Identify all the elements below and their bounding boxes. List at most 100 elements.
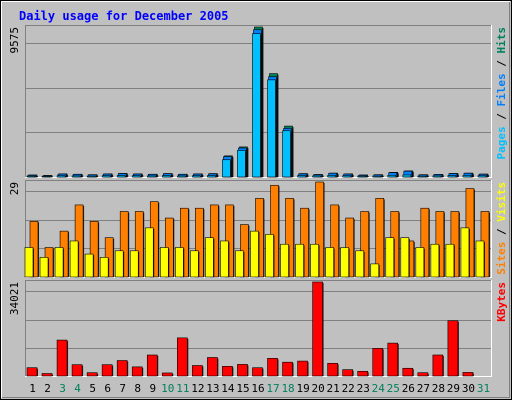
bar-hits-pages-day-27 [417, 175, 427, 178]
bar-visits-sites-day-10 [159, 247, 170, 278]
bar-visits-sites-day-22 [340, 247, 350, 278]
bar-hits-pages-day-19 [297, 175, 307, 178]
x-tick-label: 15 [236, 382, 249, 395]
x-tick-label: 25 [387, 382, 400, 395]
x-tick-label: 3 [59, 382, 66, 395]
bar-kbytes-kbytes-day-27 [417, 372, 429, 377]
bar-visits-sites-day-30 [460, 227, 470, 278]
x-tick-label: 7 [119, 382, 126, 395]
bar-visits-sites-day-15 [235, 250, 245, 278]
bar-kbytes-kbytes-day-14 [222, 366, 234, 377]
bar-kbytes-kbytes-day-9 [146, 354, 159, 377]
bar-visits-sites-day-29 [445, 243, 455, 278]
legend-kbytes: KBytes [495, 282, 508, 322]
bar-visits-sites-day-31 [475, 240, 485, 278]
bar-hits-pages-day-9 [146, 175, 157, 178]
bar-kbytes-kbytes-day-19 [297, 360, 309, 377]
panel-kbytes: 34021 KBytes [8, 280, 508, 377]
bar-kbytes-kbytes-day-21 [327, 362, 339, 377]
panel-visits: 29 Sites / Visits [8, 180, 508, 278]
x-tick-label: 22 [342, 382, 355, 395]
bar-kbytes-kbytes-day-7 [116, 360, 129, 377]
bar-hits-pages-day-15 [237, 150, 247, 178]
bar-visits-sites-day-24 [370, 263, 380, 278]
bar-hits-pages-day-11 [177, 175, 187, 178]
bar-hits-pages-day-26 [402, 174, 412, 178]
x-tick-label: 30 [462, 382, 475, 395]
ymax-label-hits: 9575 [8, 27, 21, 54]
plot-area-kbytes [25, 280, 491, 376]
bar-visits-sites-day-5 [84, 253, 95, 278]
bar-kbytes-kbytes-day-8 [131, 366, 144, 377]
bar-visits-sites-day-9 [144, 227, 155, 278]
bar-kbytes-kbytes-day-1 [26, 367, 38, 377]
bar-kbytes-kbytes-day-12 [192, 365, 204, 377]
bar-kbytes-kbytes-day-3 [56, 339, 69, 377]
bar-kbytes-kbytes-day-22 [342, 369, 354, 377]
bar-hits-pages-day-22 [342, 175, 352, 178]
bar-hits-pages-day-12 [192, 175, 202, 178]
bar-hits-pages-day-30 [462, 175, 472, 178]
bar-visits-sites-day-8 [129, 250, 140, 278]
legend-label: Sites [495, 242, 508, 275]
panel-hits: 9575 Pages / Files / Hits [8, 25, 508, 178]
bar-visits-sites-day-27 [415, 247, 425, 278]
legend-label: Visits [495, 182, 508, 222]
bar-hits-pages-day-5 [86, 175, 96, 178]
legend-hits: Pages / Files / Hits [495, 27, 508, 160]
legend-label: Files [495, 73, 508, 106]
x-tick-label: 20 [312, 382, 325, 395]
bar-hits-pages-day-6 [101, 175, 112, 178]
legend-visits: Sites / Visits [495, 182, 508, 275]
ymax-label-kbytes: 34021 [8, 282, 21, 315]
bar-kbytes-kbytes-day-16 [252, 367, 264, 377]
bar-visits-sites-day-28 [430, 243, 440, 278]
x-tick-label: 10 [161, 382, 174, 395]
legend-label: / [495, 107, 508, 127]
bar-hits-pages-day-25 [387, 174, 397, 178]
bar-hits-pages-day-14 [222, 159, 232, 178]
legend-label: KBytes [495, 282, 508, 322]
bar-visits-sites-day-4 [69, 240, 80, 278]
bar-hits-pages-day-16 [252, 33, 262, 178]
chart-title: Daily usage for December 2005 [19, 9, 229, 23]
x-tick-label: 17 [266, 382, 279, 395]
bar-kbytes-kbytes-day-11 [177, 337, 189, 377]
x-tick-label: 2 [44, 382, 51, 395]
x-tick-label: 12 [191, 382, 204, 395]
bar-kbytes-kbytes-day-20 [312, 281, 324, 377]
x-tick-label: 13 [206, 382, 219, 395]
bar-kbytes-kbytes-day-15 [237, 364, 249, 377]
legend-label: / [495, 222, 508, 242]
x-tick-label: 24 [372, 382, 386, 395]
bar-hits-pages-day-17 [267, 79, 277, 178]
x-tick-label: 26 [402, 382, 415, 395]
x-tick-label: 18 [281, 382, 294, 395]
bar-hits-pages-day-29 [447, 175, 457, 178]
bar-hits-pages-day-2 [41, 175, 51, 178]
bar-kbytes-kbytes-day-26 [402, 367, 414, 377]
x-axis-labels: 1 2 3 4 5 6 7 8 9 10 11 12 13 14 15 16 17 18 19 20 21 22 23 24 2… [29, 382, 490, 395]
bar-visits-sites-day-13 [205, 237, 215, 278]
x-tick-label: 19 [296, 382, 309, 395]
bar-kbytes-kbytes-day-6 [101, 364, 114, 377]
bar-kbytes-kbytes-day-13 [207, 357, 219, 377]
x-tick-label: 11 [176, 382, 189, 395]
legend-label: Hits [495, 27, 508, 54]
x-tick-label: 4 [74, 382, 81, 395]
bar-hits-pages-day-1 [26, 175, 36, 178]
bar-kbytes-kbytes-day-10 [161, 372, 174, 377]
bar-hits-pages-day-21 [327, 175, 337, 178]
bar-hits-pages-day-23 [357, 175, 367, 178]
bar-visits-sites-day-12 [190, 250, 200, 278]
ymax-label-visits: 29 [8, 182, 21, 195]
bar-visits-sites-day-19 [295, 243, 305, 278]
bar-visits-sites-day-16 [250, 230, 260, 278]
bar-visits-sites-day-11 [175, 247, 185, 278]
bar-visits-sites-day-26 [400, 237, 410, 278]
bar-hits-pages-day-18 [282, 130, 292, 178]
bar-visits-sites-day-6 [99, 257, 110, 278]
bar-visits-sites-day-18 [280, 243, 290, 278]
bar-hits-pages-day-31 [477, 175, 487, 178]
